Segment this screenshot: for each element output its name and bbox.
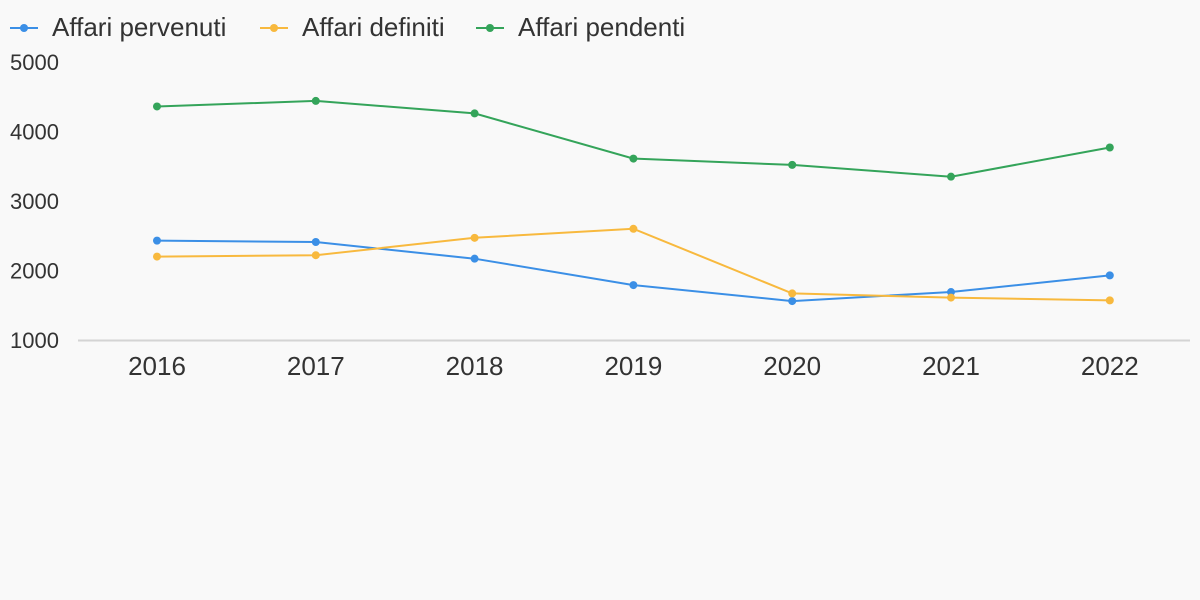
data-point[interactable]	[629, 154, 638, 163]
legend-item[interactable]: Affari definiti	[260, 12, 445, 42]
legend-dot-marker	[486, 24, 494, 32]
data-point[interactable]	[153, 252, 161, 261]
legend-dot-marker	[20, 24, 28, 32]
x-tick-label: 2022	[1081, 351, 1139, 381]
data-point[interactable]	[311, 251, 320, 260]
legend-dot-marker	[270, 24, 278, 32]
x-axis: 2016 2017 2018 2019 2020 2021 2022	[128, 351, 1139, 381]
x-tick-label: 2019	[604, 351, 662, 381]
data-point[interactable]	[470, 254, 479, 263]
x-tick-label: 2021	[922, 351, 980, 381]
x-tick-label: 2017	[287, 351, 345, 381]
data-point[interactable]	[470, 233, 479, 242]
series-affari-pervenuti	[153, 236, 1114, 306]
x-tick-label: 2020	[763, 351, 821, 381]
y-axis: 1000 2000 3000 4000 5000	[10, 50, 59, 353]
data-point[interactable]	[311, 96, 320, 105]
data-point[interactable]	[311, 238, 320, 247]
x-tick-label: 2018	[446, 351, 504, 381]
legend-item[interactable]: Affari pendenti	[476, 12, 685, 42]
data-point[interactable]	[629, 281, 638, 290]
series-affari-pendenti	[153, 96, 1114, 181]
y-tick-label: 5000	[10, 50, 59, 75]
series-line	[156, 99, 1110, 178]
legend: Affari pervenuti Affari definiti Affari pe…	[10, 12, 685, 42]
data-point[interactable]	[947, 293, 955, 302]
y-tick-label: 2000	[10, 259, 59, 284]
data-point[interactable]	[788, 297, 797, 306]
x-tick-label: 2016	[128, 351, 186, 381]
data-point[interactable]	[947, 288, 955, 297]
y-tick-label: 1000	[10, 328, 59, 353]
data-point[interactable]	[629, 224, 638, 233]
y-tick-label: 4000	[10, 120, 59, 145]
data-point[interactable]	[947, 172, 955, 181]
legend-label: Affari pervenuti	[52, 12, 226, 42]
legend-label: Affari definiti	[302, 12, 445, 42]
series-line	[156, 239, 1110, 303]
plot-area	[153, 96, 1114, 306]
data-point[interactable]	[1105, 271, 1114, 280]
legend-item[interactable]: Affari pervenuti	[10, 12, 226, 42]
legend-label: Affari pendenti	[518, 12, 685, 42]
data-point[interactable]	[788, 160, 797, 169]
data-point[interactable]	[1105, 143, 1114, 152]
data-point[interactable]	[470, 109, 479, 118]
data-point[interactable]	[1105, 296, 1114, 305]
data-point[interactable]	[153, 236, 161, 245]
series-affari-definiti	[153, 224, 1114, 305]
y-tick-label: 3000	[10, 189, 59, 214]
data-point[interactable]	[788, 289, 797, 298]
data-point[interactable]	[153, 102, 161, 111]
